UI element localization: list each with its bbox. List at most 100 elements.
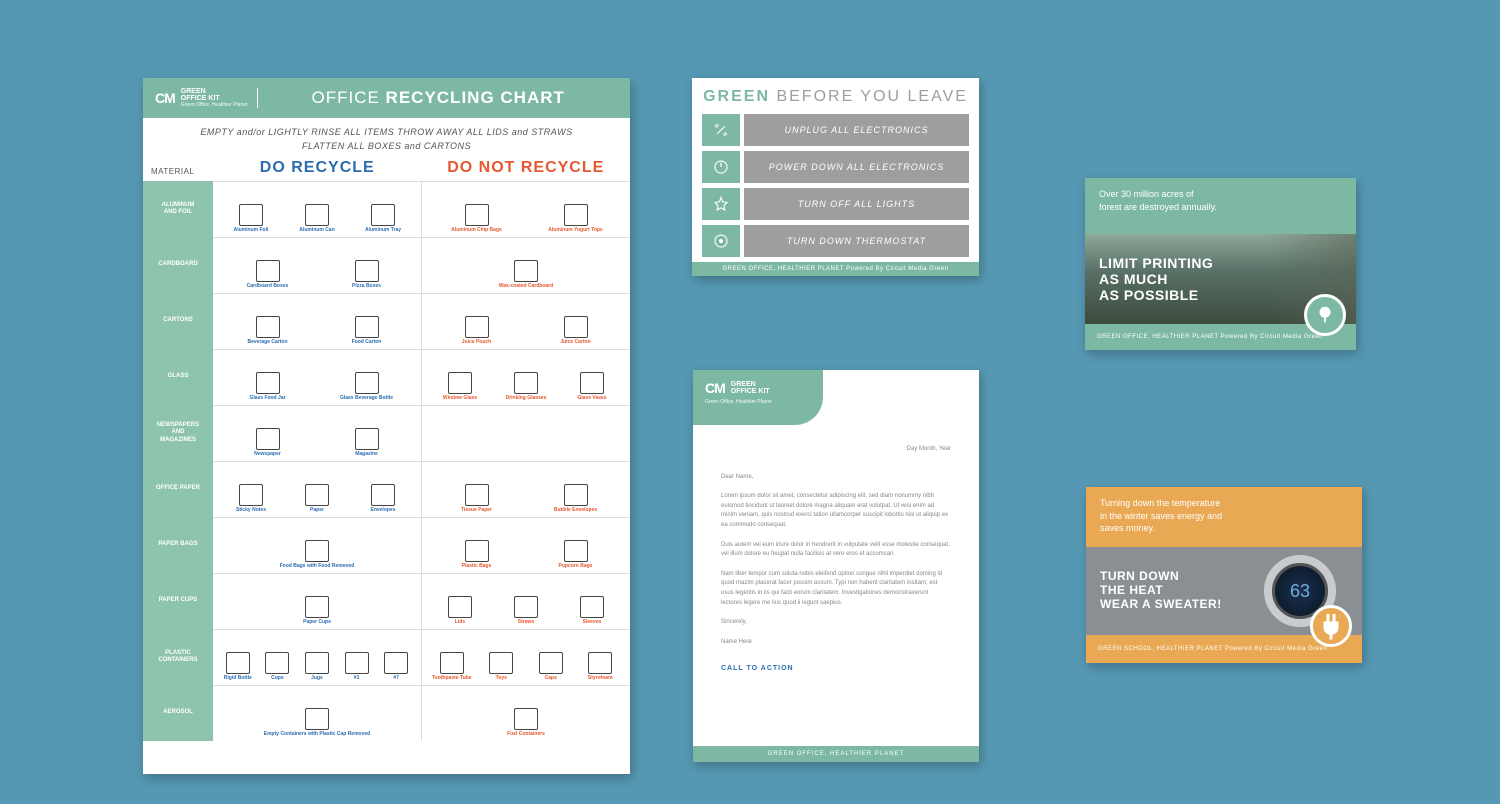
recycle-item: Cups <box>259 652 297 682</box>
item-label: Wax-coated Cardboard <box>499 284 554 290</box>
row-dont: Toothpaste TubeToysCapsStyrofoam <box>422 629 630 685</box>
recycle-item: Paper Cups <box>219 596 415 626</box>
no-recycle-item: Caps <box>527 652 575 682</box>
item-label: Styrofoam <box>588 676 613 682</box>
no-recycle-item: Glass Vases <box>560 372 624 402</box>
row-label: AEROSOL <box>143 685 213 741</box>
no-recycle-item: Window Glass <box>428 372 492 402</box>
recycle-item: #7 <box>377 652 415 682</box>
item-label: Plastic Bags <box>462 564 492 570</box>
leave-row: UNPLUG ALL ELECTRONICS <box>702 114 969 146</box>
item-label: Aluminum Yogurt Tops <box>548 228 602 234</box>
header-do-not-recycle: DO NOT RECYCLE <box>422 159 631 177</box>
leave-title: GREEN BEFORE YOU LEAVE <box>702 88 969 106</box>
item-label: Sleeves <box>583 620 602 626</box>
chart-header: CM GREEN OFFICE KIT Green Office, Health… <box>143 78 630 118</box>
item-icon <box>564 540 588 562</box>
row-dont: Aluminum Chip BagsAluminum Yogurt Tops <box>422 181 630 237</box>
row-do: Cardboard BoxesPizza Boxes <box>213 237 422 293</box>
item-label: Straws <box>518 620 534 626</box>
row-label: ALUMINUM AND FOIL <box>143 181 213 237</box>
leave-text: TURN OFF ALL LIGHTS <box>744 188 969 220</box>
chart-row: PAPER CUPSPaper CupsLidsStrawsSleeves <box>143 573 630 629</box>
item-label: Jugs <box>311 676 323 682</box>
letter-name: Name Here <box>721 638 951 648</box>
leave-footer: GREEN OFFICE, HEALTHIER PLANET Powered B… <box>692 262 979 276</box>
item-label: Rigid Bottle <box>224 676 252 682</box>
tree-icon <box>1304 294 1346 336</box>
chart-row: CARDBOARDCardboard BoxesPizza BoxesWax-c… <box>143 237 630 293</box>
recycle-item: #1 <box>338 652 376 682</box>
logo-tag: Green Office, Healthier Planet <box>705 399 811 405</box>
leave-icon <box>702 151 740 183</box>
no-recycle-item: Bubble Envelopes <box>527 484 624 514</box>
item-label: Paper Cups <box>303 620 331 626</box>
recycle-item: Aluminum Foil <box>219 204 283 234</box>
item-icon <box>305 484 329 506</box>
no-recycle-item: Popcorn Bags <box>527 540 624 570</box>
row-dont: Tissue Paper Bubble Envelopes <box>422 461 630 517</box>
recycle-item: Food Bags with Food Removed <box>219 540 415 570</box>
logo-name: GREEN OFFICE KIT <box>731 381 770 395</box>
item-icon <box>514 708 538 730</box>
item-icon <box>465 316 489 338</box>
leave-text: POWER DOWN ALL ELECTRONICS <box>744 151 969 183</box>
letter-p3: Nam liber tempor cum soluta nobis eleife… <box>721 570 951 608</box>
row-do: Sticky Notes Paper Envelopes <box>213 461 422 517</box>
recycle-item: Sticky Notes <box>219 484 283 514</box>
item-label: Empty Containers with Plastic Cap Remove… <box>264 732 370 738</box>
recycle-item: Food Carton <box>318 316 415 346</box>
item-icon <box>305 204 329 226</box>
row-do: Rigid Bottle Cups Jugs #1 #7 <box>213 629 422 685</box>
no-recycle-item: Fuel Containers <box>428 708 624 738</box>
logo-mark: CM <box>705 380 725 396</box>
row-dont: Window GlassDrinking GlassesGlass Vases <box>422 349 630 405</box>
no-recycle-item: Wax-coated Cardboard <box>428 260 624 290</box>
item-label: #1 <box>354 676 360 682</box>
item-label: Bubble Envelopes <box>554 508 597 514</box>
item-label: Cups <box>271 676 284 682</box>
row-dont: Juice Pouch Juice Carton <box>422 293 630 349</box>
leave-icon <box>702 114 740 146</box>
row-do: Aluminum FoilAluminum Can Aluminum Tray <box>213 181 422 237</box>
item-label: Pizza Boxes <box>352 284 381 290</box>
item-label: Food Bags with Food Removed <box>280 564 355 570</box>
item-icon <box>355 260 379 282</box>
item-icon <box>489 652 513 674</box>
header-do-recycle: DO RECYCLE <box>213 159 422 177</box>
info2-image: TURN DOWN THE HEAT WEAR A SWEATER! 63 <box>1086 547 1362 635</box>
recycle-item: Envelopes <box>351 484 415 514</box>
info-card-printing: Over 30 million acres of forest are dest… <box>1085 178 1356 350</box>
item-label: Popcorn Bags <box>559 564 593 570</box>
leave-row: TURN OFF ALL LIGHTS <box>702 188 969 220</box>
item-label: Paper <box>310 508 324 514</box>
item-icon <box>305 652 329 674</box>
chart-row: GLASSGlass Food JarGlass Beverage Bottle… <box>143 349 630 405</box>
item-icon <box>580 372 604 394</box>
column-headers: MATERIAL DO RECYCLE DO NOT RECYCLE <box>143 159 630 181</box>
item-icon <box>355 316 379 338</box>
row-label: PAPER BAGS <box>143 517 213 573</box>
row-label: PLASTIC CONTAINERS <box>143 629 213 685</box>
item-label: Tissue Paper <box>461 508 492 514</box>
item-icon <box>539 652 563 674</box>
no-recycle-item: Juice Carton <box>527 316 624 346</box>
recycle-item: Aluminum Can <box>285 204 349 234</box>
item-icon <box>384 652 408 674</box>
chart-subtitle: EMPTY and/or LIGHTLY RINSE ALL ITEMS THR… <box>143 118 630 159</box>
leave-icon <box>702 188 740 220</box>
logo-tag: Green Office, Healthier Planet <box>181 102 248 108</box>
row-do: Paper Cups <box>213 573 422 629</box>
item-label: Caps <box>545 676 557 682</box>
item-label: Juice Carton <box>560 340 590 346</box>
item-label: Newspaper <box>254 452 281 458</box>
item-label: Aluminum Tray <box>365 228 401 234</box>
item-icon <box>580 596 604 618</box>
item-icon <box>265 652 289 674</box>
item-label: Beverage Carton <box>247 340 287 346</box>
info1-image: LIMIT PRINTING AS MUCH AS POSSIBLE <box>1085 234 1356 324</box>
no-recycle-item: Lids <box>428 596 492 626</box>
item-icon <box>305 708 329 730</box>
letter-cta: CALL TO ACTION <box>721 663 951 674</box>
no-recycle-item: Juice Pouch <box>428 316 525 346</box>
